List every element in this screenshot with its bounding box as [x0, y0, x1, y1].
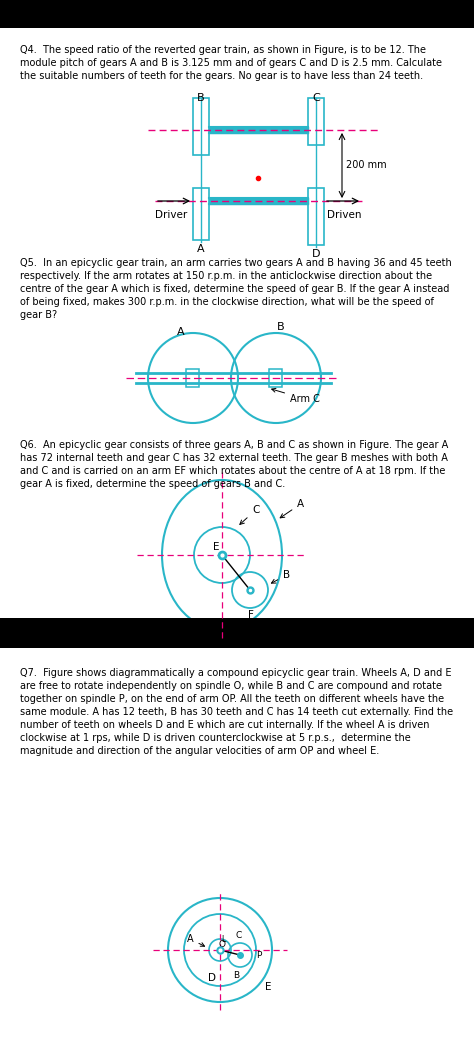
- Bar: [193, 98, 209, 155]
- Text: A: A: [177, 327, 185, 337]
- Text: B: B: [197, 93, 205, 103]
- Text: together on spindle P, on the end of arm OP. All the teeth on different wheels h: together on spindle P, on the end of arm…: [20, 694, 444, 704]
- Text: D: D: [208, 973, 216, 983]
- Text: F: F: [248, 610, 254, 620]
- Text: respectively. If the arm rotates at 150 r.p.m. in the anticlockwise direction ab: respectively. If the arm rotates at 150 …: [20, 271, 432, 281]
- Text: A: A: [187, 934, 205, 946]
- Text: A: A: [280, 499, 304, 517]
- Text: gear A is fixed, determine the speed of gears B and C.: gear A is fixed, determine the speed of …: [20, 479, 285, 489]
- Text: Q6.  An epicyclic gear consists of three gears A, B and C as shown in Figure. Th: Q6. An epicyclic gear consists of three …: [20, 440, 448, 450]
- Text: are free to rotate independently on spindle O, while B and C are compound and ro: are free to rotate independently on spin…: [20, 681, 442, 691]
- Bar: [0, 0, 474, 29]
- Text: B: B: [272, 570, 290, 583]
- Bar: [308, 98, 324, 145]
- Text: Q4.  The speed ratio of the reverted gear train, as shown in Figure, is to be 12: Q4. The speed ratio of the reverted gear…: [20, 45, 426, 55]
- Text: clockwise at 1 rps, while D is driven counterclockwise at 5 r.p.s.,  determine t: clockwise at 1 rps, while D is driven co…: [20, 733, 411, 743]
- Text: centre of the gear A which is fixed, determine the speed of gear B. If the gear : centre of the gear A which is fixed, det…: [20, 284, 449, 294]
- Text: and C and is carried on an arm EF which rotates about the centre of A at 18 rpm.: and C and is carried on an arm EF which …: [20, 466, 446, 476]
- Text: C: C: [312, 93, 320, 103]
- Text: C: C: [240, 505, 259, 525]
- Text: L: L: [221, 935, 225, 944]
- Text: P: P: [256, 950, 261, 960]
- Text: B: B: [277, 322, 285, 332]
- Text: D: D: [312, 249, 320, 259]
- Text: 200 mm: 200 mm: [346, 161, 387, 170]
- Bar: [186, 369, 200, 386]
- Text: Q7.  Figure shows diagrammatically a compound epicyclic gear train. Wheels A, D : Q7. Figure shows diagrammatically a comp…: [20, 668, 452, 678]
- Bar: [0, 618, 474, 648]
- Text: magnitude and direction of the angular velocities of arm OP and wheel E.: magnitude and direction of the angular v…: [20, 746, 379, 756]
- Text: same module. A has 12 teeth, B has 30 teeth and C has 14 teeth cut externally. F: same module. A has 12 teeth, B has 30 te…: [20, 708, 453, 717]
- Text: Q5.  In an epicyclic gear train, an arm carries two gears A and B having 36 and : Q5. In an epicyclic gear train, an arm c…: [20, 258, 452, 268]
- Text: Driver: Driver: [155, 210, 187, 220]
- Text: the suitable numbers of teeth for the gears. No gear is to have less than 24 tee: the suitable numbers of teeth for the ge…: [20, 71, 423, 81]
- Text: E: E: [213, 542, 219, 552]
- Text: A: A: [197, 244, 205, 254]
- Bar: [308, 188, 324, 245]
- Text: number of teeth on wheels D and E which are cut internally. If the wheel A is dr: number of teeth on wheels D and E which …: [20, 720, 429, 730]
- Text: O: O: [219, 940, 226, 949]
- Text: Driven: Driven: [328, 210, 362, 220]
- Text: E: E: [265, 982, 271, 992]
- Text: Arm C: Arm C: [272, 389, 320, 404]
- Text: module pitch of gears A and B is 3.125 mm and of gears C and D is 2.5 mm. Calcul: module pitch of gears A and B is 3.125 m…: [20, 58, 442, 68]
- Text: B: B: [233, 972, 239, 980]
- Bar: [193, 188, 209, 240]
- Text: C: C: [236, 931, 242, 940]
- Text: of being fixed, makes 300 r.p.m. in the clockwise direction, what will be the sp: of being fixed, makes 300 r.p.m. in the …: [20, 297, 434, 307]
- Text: gear B?: gear B?: [20, 310, 57, 320]
- Bar: [270, 369, 283, 386]
- Text: has 72 internal teeth and gear C has 32 external teeth. The gear B meshes with b: has 72 internal teeth and gear C has 32 …: [20, 453, 448, 463]
